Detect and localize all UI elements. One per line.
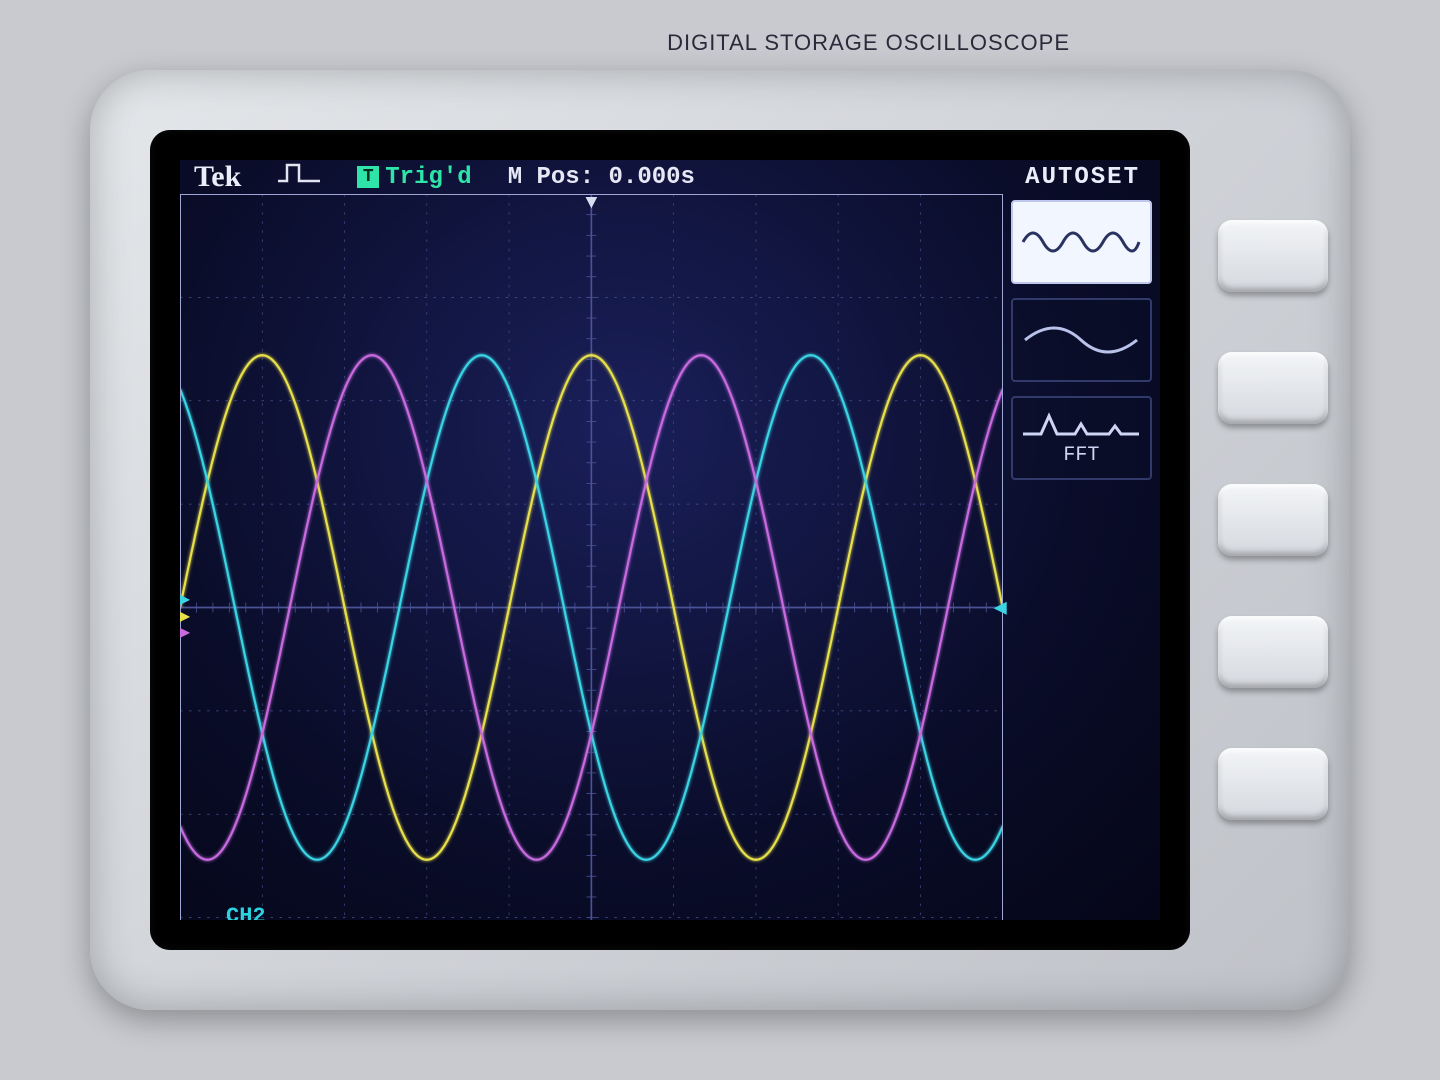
- screen-frame: Tek T Trig'd M Pos: 0.000s AUTOSET: [150, 130, 1190, 950]
- autoset-title: AUTOSET: [1025, 164, 1140, 191]
- side-mode-fft[interactable]: FFT: [1011, 396, 1152, 480]
- run-pulse-icon: [277, 161, 321, 193]
- mpos-value: 0.000s: [609, 164, 695, 191]
- softkey-column: [1218, 220, 1328, 820]
- ch3-ground-marker-icon: 3: [180, 620, 190, 645]
- softkey-4[interactable]: [1218, 616, 1328, 688]
- softkey-2[interactable]: [1218, 352, 1328, 424]
- mpos-label: M Pos:: [508, 164, 594, 191]
- top-status-bar: Tek T Trig'd M Pos: 0.000s AUTOSET: [180, 160, 1160, 194]
- main-row: ▼ 2 1 3 ◀ CH2 峰-峰值 48.8V 周期 20.00ms 周期: [180, 194, 1160, 920]
- brand-logo: Tek: [194, 160, 241, 194]
- trigger-indicator-icon: T: [357, 166, 379, 188]
- oscilloscope-bezel: DIGITAL STORAGE OSCILLOSCOPE Tek T Trig'…: [90, 70, 1350, 1010]
- softkey-5[interactable]: [1218, 748, 1328, 820]
- trigger-level-icon: ◀: [993, 595, 1006, 621]
- softkey-3[interactable]: [1218, 484, 1328, 556]
- side-menu: FFT 取消自 动设置: [1003, 194, 1160, 920]
- fft-icon: [1021, 410, 1141, 440]
- softkey-1[interactable]: [1218, 220, 1328, 292]
- waveform-plot: ▼ 2 1 3 ◀ CH2 峰-峰值 48.8V 周期 20.00ms 周期: [180, 194, 1003, 920]
- trigger-status-text: Trig'd: [385, 164, 471, 191]
- trigger-status: T Trig'd: [357, 164, 471, 191]
- trigger-position-icon: ▼: [585, 192, 597, 215]
- multi-sine-icon: [1021, 222, 1141, 262]
- m-position: M Pos: 0.000s: [508, 164, 695, 191]
- oscilloscope-screen: Tek T Trig'd M Pos: 0.000s AUTOSET: [180, 160, 1160, 920]
- fft-label: FFT: [1063, 444, 1099, 467]
- single-sine-icon: [1021, 320, 1141, 360]
- measurement-source: CH2: [226, 904, 266, 920]
- waveform-svg: [180, 194, 1003, 920]
- side-mode-single-sine[interactable]: [1011, 298, 1152, 382]
- bezel-label: DIGITAL STORAGE OSCILLOSCOPE: [667, 30, 1070, 56]
- side-mode-multi-sine[interactable]: [1011, 200, 1152, 284]
